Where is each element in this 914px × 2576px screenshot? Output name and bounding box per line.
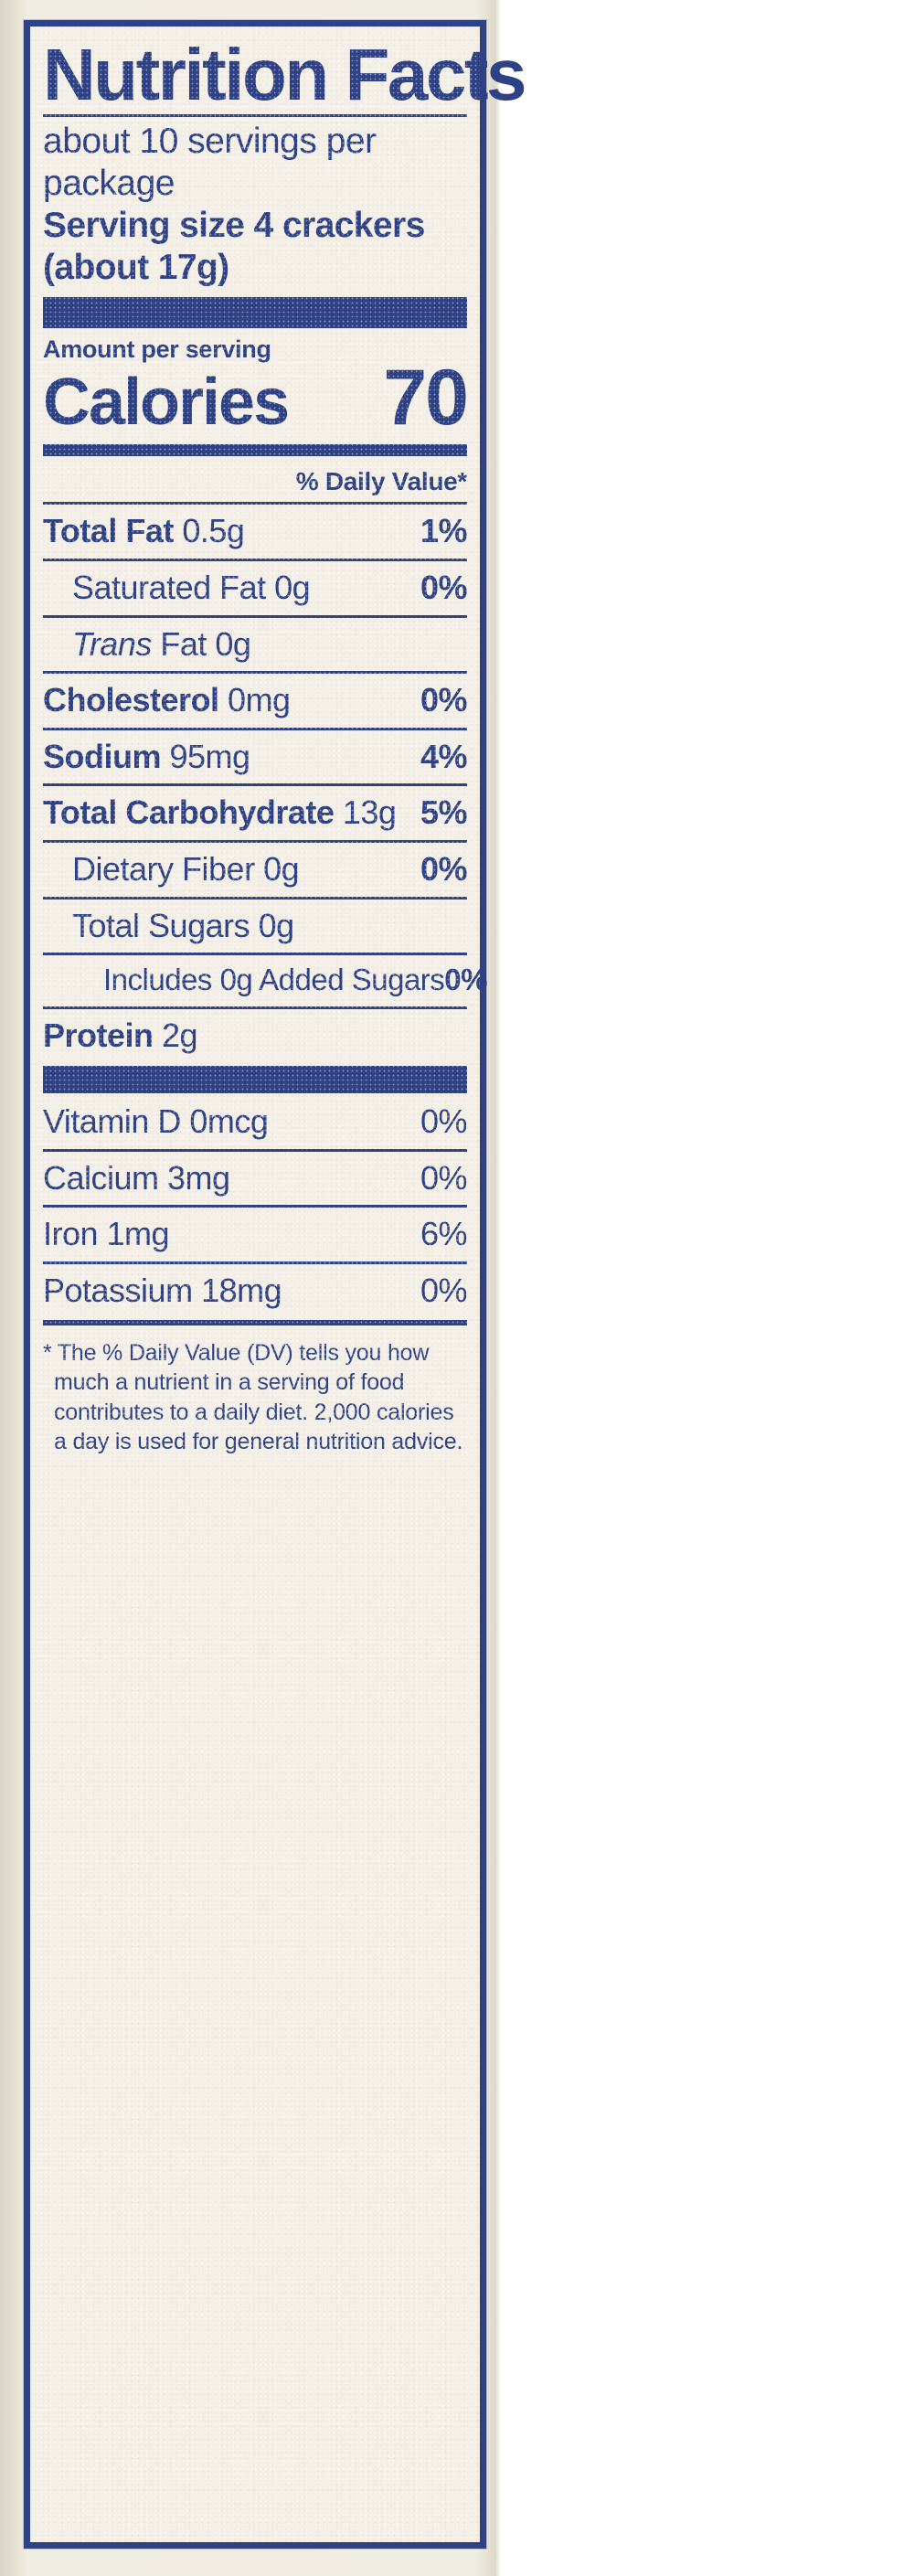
nutrient-amount: 13g xyxy=(334,793,397,832)
nutrient-name-amount: Sodium 95mg xyxy=(43,739,250,775)
divider-nutrient-0 xyxy=(43,502,467,506)
nutrient-amount: 0mg xyxy=(218,681,291,719)
nutrient-row: Total Sugars 0g xyxy=(43,903,467,950)
nutrient-row: Total Carbohydrate 13g 5% xyxy=(43,790,468,836)
nutrient-daily-value: 0% xyxy=(420,569,468,607)
nutrient-amount: 0.5g xyxy=(173,512,245,550)
nutrient-name-amount: Protein 2g xyxy=(43,1016,198,1054)
nutrient-name-amount: Dietary Fiber 0g xyxy=(72,850,300,889)
amount-per-serving-label: Amount per serving xyxy=(43,335,271,363)
micronutrient-daily-value: 0% xyxy=(420,1158,468,1197)
nutrient-row: Sodium 95mg 4% xyxy=(43,734,468,781)
nutrient-name-amount: Total Carbohydrate 13g xyxy=(43,793,397,832)
nutrient-amount: 95mg xyxy=(161,737,251,775)
divider-nutrient-4 xyxy=(43,727,467,730)
calories-label: Calories xyxy=(43,365,290,439)
serving-size-line-1: Serving size 4 crackers xyxy=(43,206,425,246)
divider-nutrient-5 xyxy=(43,783,467,787)
nutrient-daily-value: 5% xyxy=(420,793,468,832)
nutrient-amount: 0g xyxy=(254,850,300,889)
nutrient-name: Cholesterol xyxy=(43,681,219,719)
calories-value: 70 xyxy=(383,353,469,442)
nutrient-name-amount: Total Fat 0.5g xyxy=(43,512,245,550)
nutrient-daily-value: 0% xyxy=(444,963,487,997)
divider-above-footnote xyxy=(43,1319,467,1325)
micronutrient-row: Iron 1mg 6% xyxy=(43,1211,468,1258)
nutrient-row: Trans Fat 0g xyxy=(43,622,467,668)
divider-micronutrient-3 xyxy=(43,1261,467,1264)
nutrient-amount: 0g xyxy=(265,569,311,607)
calories-row: Calories 70 xyxy=(43,353,469,442)
nutrient-amount: 0g xyxy=(206,624,251,663)
nutrient-name: Protein xyxy=(43,1016,154,1054)
divider-micronutrient-2 xyxy=(43,1205,467,1208)
micronutrient-row: Vitamin D 0mcg 0% xyxy=(43,1099,468,1145)
nutrient-amount: 2g xyxy=(153,1016,198,1054)
divider-nutrient-7 xyxy=(43,896,467,899)
nutrient-row: Includes 0g Added Sugars 0% xyxy=(43,959,487,1002)
divider-under-calories xyxy=(43,444,467,457)
nutrient-name: Dietary Fiber xyxy=(72,850,255,889)
divider-nutrient-2 xyxy=(43,614,467,618)
nutrient-name-amount: Includes 0g Added Sugars xyxy=(103,963,445,997)
micronutrient-daily-value: 0% xyxy=(420,1271,468,1309)
micronutrient-list: Vitamin D 0mcg 0% Calcium 3mg 0% Iron 1mg 6% P… xyxy=(43,1099,468,1315)
nutrition-facts-panel: Nutrition Facts about 10 servings per pa… xyxy=(24,20,526,2549)
micronutrient-daily-value: 0% xyxy=(420,1102,468,1141)
micronutrient-name-amount: Vitamin D 0mcg xyxy=(43,1102,269,1141)
page-title: Nutrition Facts xyxy=(43,34,526,115)
thick-separator-bar-vitamins xyxy=(43,1066,467,1094)
micronutrient-daily-value: 6% xyxy=(420,1215,468,1253)
micronutrient-name-amount: Calcium 3mg xyxy=(43,1158,230,1197)
nutrient-name-amount: Total Sugars 0g xyxy=(72,906,295,944)
nutrient-daily-value: 0% xyxy=(420,850,468,889)
divider-under-title xyxy=(43,114,467,118)
daily-value-footnote: * The % Daily Value (DV) tells you how m… xyxy=(43,1339,463,1455)
nutrient-row: Cholesterol 0mg 0% xyxy=(43,677,468,724)
nutrient-name: Total Carbohydrate xyxy=(43,793,335,832)
nutrient-row: Protein 2g xyxy=(43,1013,467,1059)
nutrient-name: Total Sugars xyxy=(72,906,250,944)
servings-per-container: about 10 servings per package xyxy=(43,122,377,204)
nutrient-daily-value: 1% xyxy=(420,512,468,550)
divider-micronutrient-1 xyxy=(43,1148,467,1152)
thick-separator-bar-top xyxy=(43,296,467,328)
nutrient-row: Total Fat 0.5g 1% xyxy=(43,508,468,555)
nutrient-name: Total Fat xyxy=(43,512,174,550)
micronutrient-row: Calcium 3mg 0% xyxy=(43,1155,468,1202)
nutrient-row: Dietary Fiber 0g 0% xyxy=(43,846,468,893)
micronutrient-row: Potassium 18mg 0% xyxy=(43,1268,468,1315)
micronutrient-name-amount: Potassium 18mg xyxy=(43,1271,282,1309)
nutrient-amount: 0g xyxy=(250,906,295,944)
divider-nutrient-1 xyxy=(43,559,467,562)
divider-nutrient-9 xyxy=(43,1006,467,1009)
nutrient-name: Fat xyxy=(160,624,207,663)
nutrient-list: Total Fat 0.5g 1% Saturated Fat 0g 0% Trans … xyxy=(43,502,487,1059)
nutrient-name: Includes 0g Added Sugars xyxy=(103,963,445,997)
nutrient-daily-value: 4% xyxy=(420,737,468,775)
daily-value-header: % Daily Value* xyxy=(295,467,468,496)
nutrient-name-amount: Cholesterol 0mg xyxy=(43,682,291,719)
nutrient-daily-value: 0% xyxy=(420,681,468,719)
nutrient-row: Saturated Fat 0g 0% xyxy=(43,565,468,612)
nutrient-name-amount: Trans Fat 0g xyxy=(72,624,251,663)
serving-size-line-2: (about 17g) xyxy=(43,247,229,287)
micronutrient-name-amount: Iron 1mg xyxy=(43,1215,170,1253)
divider-nutrient-6 xyxy=(43,840,467,844)
nutrient-name: Sodium xyxy=(43,737,162,775)
nutrient-name-amount: Saturated Fat 0g xyxy=(72,569,311,607)
divider-nutrient-8 xyxy=(43,953,467,956)
divider-nutrient-3 xyxy=(43,671,467,675)
nutrient-name: Saturated Fat xyxy=(72,569,266,607)
nutrient-italic-prefix: Trans xyxy=(72,624,161,663)
